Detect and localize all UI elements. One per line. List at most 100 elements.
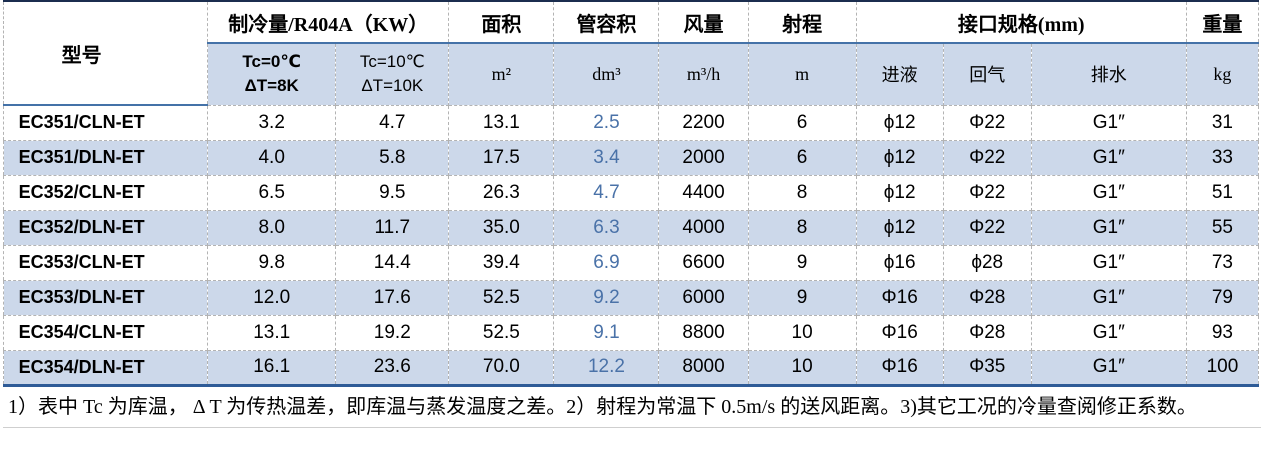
weight-cell: 73 (1186, 245, 1260, 281)
col-header-model: 型号 (3, 1, 209, 106)
weight-cell: 55 (1186, 210, 1260, 246)
capacity-tc0-cell: 6.5 (207, 175, 337, 211)
weight-cell: 93 (1186, 315, 1260, 351)
air-flow-cell: 6600 (658, 245, 749, 281)
table-row: EC354/CLN-ET 13.1 19.2 52.5 9.1 8800 10 … (3, 315, 1260, 351)
drain-cell: G1″ (1031, 175, 1187, 211)
area-cell: 52.5 (448, 280, 555, 316)
model-cell: EC351/DLN-ET (3, 140, 209, 176)
air-flow-cell: 4000 (658, 210, 749, 246)
area-cell: 70.0 (448, 350, 555, 387)
model-cell: EC352/DLN-ET (3, 210, 209, 246)
table-row: EC354/DLN-ET 16.1 23.6 70.0 12.2 8000 10… (3, 350, 1260, 387)
col-header-air-flow: 风量 (658, 1, 749, 44)
table-row: EC351/CLN-ET 3.2 4.7 13.1 2.5 2200 6 ϕ12… (3, 105, 1260, 141)
capacity-tc0-cell: 4.0 (207, 140, 337, 176)
header-row-groups: 型号 制冷量/R404A（KW） 面积 管容积 风量 射程 接口规格(mm) 重… (3, 1, 1260, 106)
air-flow-cell: 8800 (658, 315, 749, 351)
table-row: EC353/DLN-ET 12.0 17.6 52.5 9.2 6000 9 Φ… (3, 280, 1260, 316)
drain-cell: G1″ (1031, 350, 1187, 387)
col-header-capacity-group: 制冷量/R404A（KW） (207, 1, 450, 44)
subheader-tc0: Tc=0℃ ΔT=8K (207, 43, 337, 106)
tc0-line2: ΔT=8K (244, 76, 299, 96)
gas-return-cell: Φ28 (943, 315, 1032, 351)
area-cell: 26.3 (448, 175, 555, 211)
air-throw-cell: 9 (748, 245, 857, 281)
liquid-in-cell: ϕ12 (856, 140, 944, 176)
area-cell: 13.1 (448, 105, 555, 141)
capacity-tc0-cell: 9.8 (207, 245, 337, 281)
capacity-tc0-cell: 12.0 (207, 280, 337, 316)
model-cell: EC353/CLN-ET (3, 245, 209, 281)
liquid-in-cell: ϕ12 (856, 105, 944, 141)
model-cell: EC354/DLN-ET (3, 350, 209, 387)
drain-cell: G1″ (1031, 280, 1187, 316)
capacity-tc0-cell: 8.0 (207, 210, 337, 246)
tube-volume-cell: 9.1 (553, 315, 660, 351)
air-throw-cell: 10 (748, 350, 857, 387)
air-throw-cell: 6 (748, 105, 857, 141)
table-body: EC351/CLN-ET 3.2 4.7 13.1 2.5 2200 6 ϕ12… (3, 105, 1260, 387)
air-flow-cell: 2000 (658, 140, 749, 176)
spec-table: 型号 制冷量/R404A（KW） 面积 管容积 风量 射程 接口规格(mm) 重… (3, 0, 1260, 387)
capacity-tc10-cell: 19.2 (335, 315, 450, 351)
gas-return-cell: Φ35 (943, 350, 1032, 387)
drain-cell: G1″ (1031, 140, 1187, 176)
tube-volume-cell: 6.3 (553, 210, 660, 246)
capacity-tc0-cell: 3.2 (207, 105, 337, 141)
air-flow-cell: 8000 (658, 350, 749, 387)
weight-cell: 100 (1186, 350, 1260, 387)
tube-volume-cell: 6.9 (553, 245, 660, 281)
col-header-area: 面积 (448, 1, 555, 44)
weight-cell: 33 (1186, 140, 1260, 176)
table-header: 型号 制冷量/R404A（KW） 面积 管容积 风量 射程 接口规格(mm) 重… (3, 1, 1260, 106)
unit-tube-volume: dm³ (553, 43, 660, 106)
area-cell: 39.4 (448, 245, 555, 281)
model-cell: EC354/CLN-ET (3, 315, 209, 351)
subheader-tc10: Tc=10℃ ΔT=10K (335, 43, 450, 106)
air-flow-cell: 4400 (658, 175, 749, 211)
model-cell: EC351/CLN-ET (3, 105, 209, 141)
liquid-in-cell: Φ16 (856, 350, 944, 387)
unit-air-throw: m (748, 43, 857, 106)
area-cell: 35.0 (448, 210, 555, 246)
drain-cell: G1″ (1031, 315, 1187, 351)
gas-return-cell: Φ22 (943, 105, 1032, 141)
capacity-tc10-cell: 9.5 (335, 175, 450, 211)
air-throw-cell: 9 (748, 280, 857, 316)
air-throw-cell: 8 (748, 175, 857, 211)
air-throw-cell: 10 (748, 315, 857, 351)
subheader-liquid-in: 进液 (856, 43, 944, 106)
air-throw-cell: 8 (748, 210, 857, 246)
tc10-line2: ΔT=10K (361, 76, 424, 96)
footnotes: 1）表中 Tc 为库温， Δ T 为传热温差，即库温与蒸发温度之差。2）射程为常… (3, 387, 1261, 428)
gas-return-cell: ϕ28 (943, 245, 1032, 281)
drain-cell: G1″ (1031, 210, 1187, 246)
unit-area: m² (448, 43, 555, 106)
table-row: EC353/CLN-ET 9.8 14.4 39.4 6.9 6600 9 ϕ1… (3, 245, 1260, 281)
subheader-drain: 排水 (1031, 43, 1187, 106)
gas-return-cell: Φ22 (943, 175, 1032, 211)
air-throw-cell: 6 (748, 140, 857, 176)
gas-return-cell: Φ28 (943, 280, 1032, 316)
weight-cell: 79 (1186, 280, 1260, 316)
liquid-in-cell: ϕ12 (856, 175, 944, 211)
liquid-in-cell: Φ16 (856, 315, 944, 351)
capacity-tc0-cell: 13.1 (207, 315, 337, 351)
capacity-tc10-cell: 11.7 (335, 210, 450, 246)
capacity-tc10-cell: 5.8 (335, 140, 450, 176)
capacity-tc0-cell: 16.1 (207, 350, 337, 387)
liquid-in-cell: ϕ12 (856, 210, 944, 246)
model-cell: EC352/CLN-ET (3, 175, 209, 211)
tube-volume-cell: 9.2 (553, 280, 660, 316)
col-header-connection-group: 接口规格(mm) (856, 1, 1187, 44)
gas-return-cell: Φ22 (943, 140, 1032, 176)
drain-cell: G1″ (1031, 245, 1187, 281)
gas-return-cell: Φ22 (943, 210, 1032, 246)
tube-volume-cell: 12.2 (553, 350, 660, 387)
col-header-weight: 重量 (1186, 1, 1260, 44)
unit-weight: kg (1186, 43, 1260, 106)
tc10-line1: Tc=10℃ (359, 51, 425, 71)
tube-volume-cell: 3.4 (553, 140, 660, 176)
